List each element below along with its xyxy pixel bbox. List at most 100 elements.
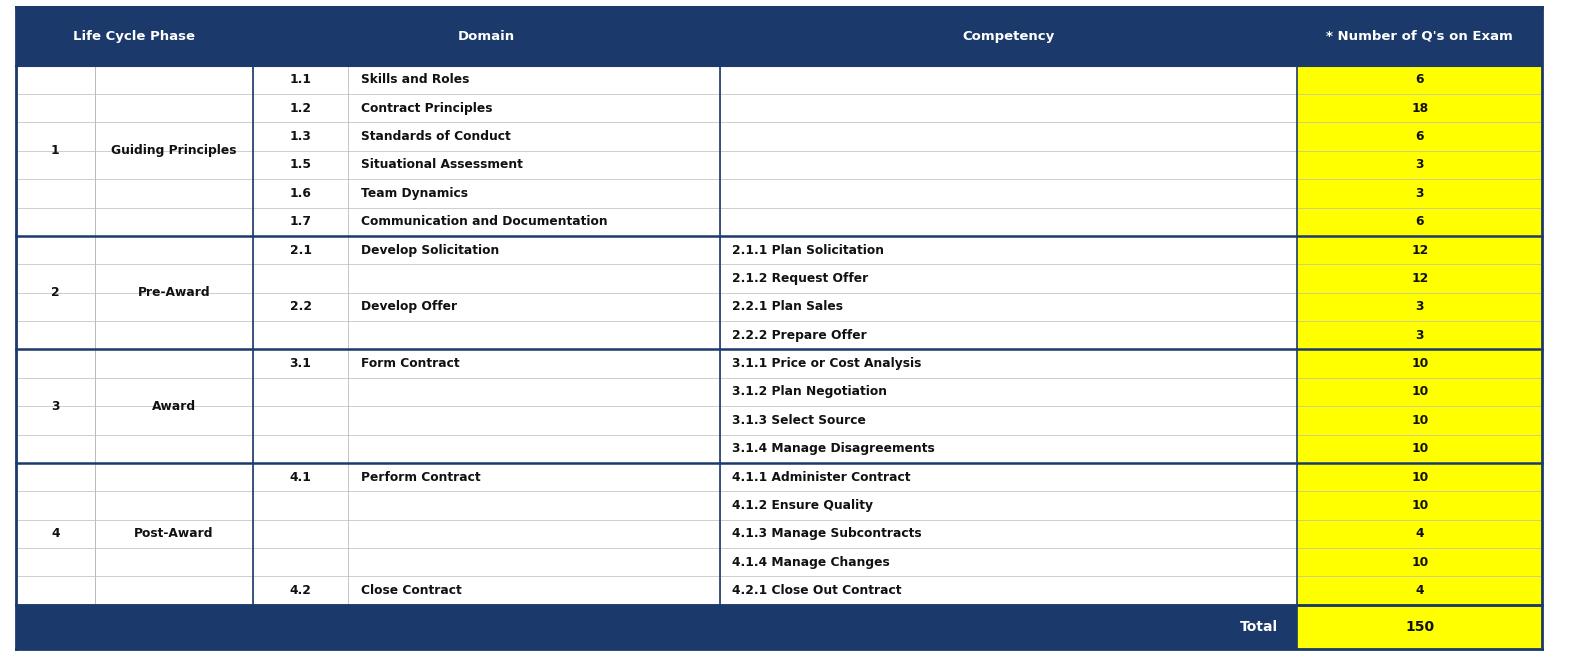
Text: 1.6: 1.6 bbox=[290, 187, 312, 200]
Bar bbox=[95, 491, 253, 520]
Bar bbox=[1297, 520, 1542, 548]
Bar bbox=[720, 577, 1297, 605]
Bar bbox=[253, 520, 348, 548]
Text: 3.1.1 Price or Cost Analysis: 3.1.1 Price or Cost Analysis bbox=[732, 357, 922, 370]
Text: 18: 18 bbox=[1411, 102, 1429, 115]
Bar bbox=[95, 293, 253, 321]
Bar bbox=[95, 207, 253, 236]
Bar bbox=[16, 520, 95, 548]
Text: 4.1.4 Manage Changes: 4.1.4 Manage Changes bbox=[732, 556, 891, 569]
Bar bbox=[720, 406, 1297, 434]
Bar bbox=[16, 236, 95, 350]
Bar bbox=[1297, 350, 1542, 378]
Bar bbox=[95, 151, 253, 179]
Bar bbox=[1297, 548, 1542, 577]
Bar bbox=[1297, 350, 1542, 378]
Bar bbox=[348, 406, 720, 434]
Bar bbox=[720, 66, 1297, 94]
Bar bbox=[253, 491, 348, 520]
Text: 3: 3 bbox=[1416, 329, 1424, 342]
Bar bbox=[95, 350, 253, 378]
Bar bbox=[720, 378, 1297, 406]
Bar bbox=[1297, 264, 1542, 293]
Text: Develop Solicitation: Develop Solicitation bbox=[361, 243, 498, 256]
Text: 150: 150 bbox=[1405, 620, 1435, 634]
Bar bbox=[1297, 434, 1542, 463]
Bar bbox=[95, 463, 253, 605]
Text: 1.2: 1.2 bbox=[290, 102, 312, 115]
Bar bbox=[348, 207, 720, 236]
Bar bbox=[1297, 236, 1542, 264]
Bar bbox=[16, 264, 95, 293]
Bar bbox=[720, 7, 1297, 66]
Bar bbox=[1297, 66, 1542, 94]
Bar bbox=[1297, 207, 1542, 236]
Bar bbox=[253, 406, 348, 434]
Bar bbox=[16, 293, 95, 321]
Text: 1.7: 1.7 bbox=[290, 215, 312, 228]
Bar bbox=[253, 94, 348, 123]
Bar bbox=[1297, 548, 1542, 577]
Bar bbox=[253, 350, 348, 378]
Text: Contract Principles: Contract Principles bbox=[361, 102, 492, 115]
Bar bbox=[720, 94, 1297, 123]
Bar bbox=[16, 491, 95, 520]
Bar bbox=[95, 548, 253, 577]
Bar bbox=[720, 491, 1297, 520]
Text: Guiding Principles: Guiding Principles bbox=[111, 144, 237, 157]
Bar bbox=[348, 548, 720, 577]
Bar bbox=[1297, 151, 1542, 179]
Bar bbox=[1297, 293, 1542, 321]
Bar bbox=[1297, 321, 1542, 350]
Text: 1: 1 bbox=[51, 144, 60, 157]
Text: 3: 3 bbox=[51, 400, 60, 413]
Bar bbox=[16, 123, 95, 151]
Bar bbox=[1297, 236, 1542, 264]
Text: Competency: Competency bbox=[962, 30, 1055, 43]
Bar bbox=[95, 378, 253, 406]
Bar bbox=[16, 463, 95, 491]
Text: 4.1.3 Manage Subcontracts: 4.1.3 Manage Subcontracts bbox=[732, 527, 922, 541]
Bar bbox=[16, 577, 95, 605]
Bar bbox=[16, 207, 95, 236]
Bar bbox=[95, 179, 253, 207]
Bar bbox=[348, 350, 720, 378]
Text: 10: 10 bbox=[1411, 414, 1429, 427]
Bar bbox=[348, 293, 720, 321]
Bar bbox=[348, 463, 720, 491]
Bar bbox=[348, 236, 720, 264]
Bar bbox=[253, 434, 348, 463]
Text: 3: 3 bbox=[1416, 159, 1424, 171]
Bar bbox=[1297, 179, 1542, 207]
Bar bbox=[95, 321, 253, 350]
Text: 3.1.3 Select Source: 3.1.3 Select Source bbox=[732, 414, 867, 427]
Bar bbox=[253, 236, 348, 264]
Bar bbox=[348, 520, 720, 548]
Bar bbox=[95, 66, 253, 94]
Bar bbox=[16, 434, 95, 463]
Text: 2: 2 bbox=[51, 286, 60, 299]
Bar bbox=[95, 434, 253, 463]
Bar bbox=[1297, 66, 1542, 94]
Text: 2.2.1 Plan Sales: 2.2.1 Plan Sales bbox=[732, 300, 843, 314]
Bar bbox=[16, 151, 95, 179]
Bar bbox=[720, 123, 1297, 151]
Text: 4.1.2 Ensure Quality: 4.1.2 Ensure Quality bbox=[732, 499, 873, 512]
Bar bbox=[1297, 605, 1542, 649]
Text: 10: 10 bbox=[1411, 556, 1429, 569]
Bar bbox=[16, 66, 95, 94]
Text: 2.1.2 Request Offer: 2.1.2 Request Offer bbox=[732, 272, 869, 285]
Text: Situational Assessment: Situational Assessment bbox=[361, 159, 522, 171]
Bar bbox=[1297, 491, 1542, 520]
Bar bbox=[16, 94, 95, 123]
Text: 6: 6 bbox=[1416, 215, 1424, 228]
Bar bbox=[1297, 463, 1542, 491]
Bar bbox=[720, 463, 1297, 491]
Bar bbox=[16, 406, 95, 434]
Bar bbox=[720, 350, 1297, 378]
Bar bbox=[16, 321, 95, 350]
Bar bbox=[720, 151, 1297, 179]
Text: 1.5: 1.5 bbox=[290, 159, 312, 171]
Bar bbox=[1297, 406, 1542, 434]
Text: 10: 10 bbox=[1411, 442, 1429, 455]
